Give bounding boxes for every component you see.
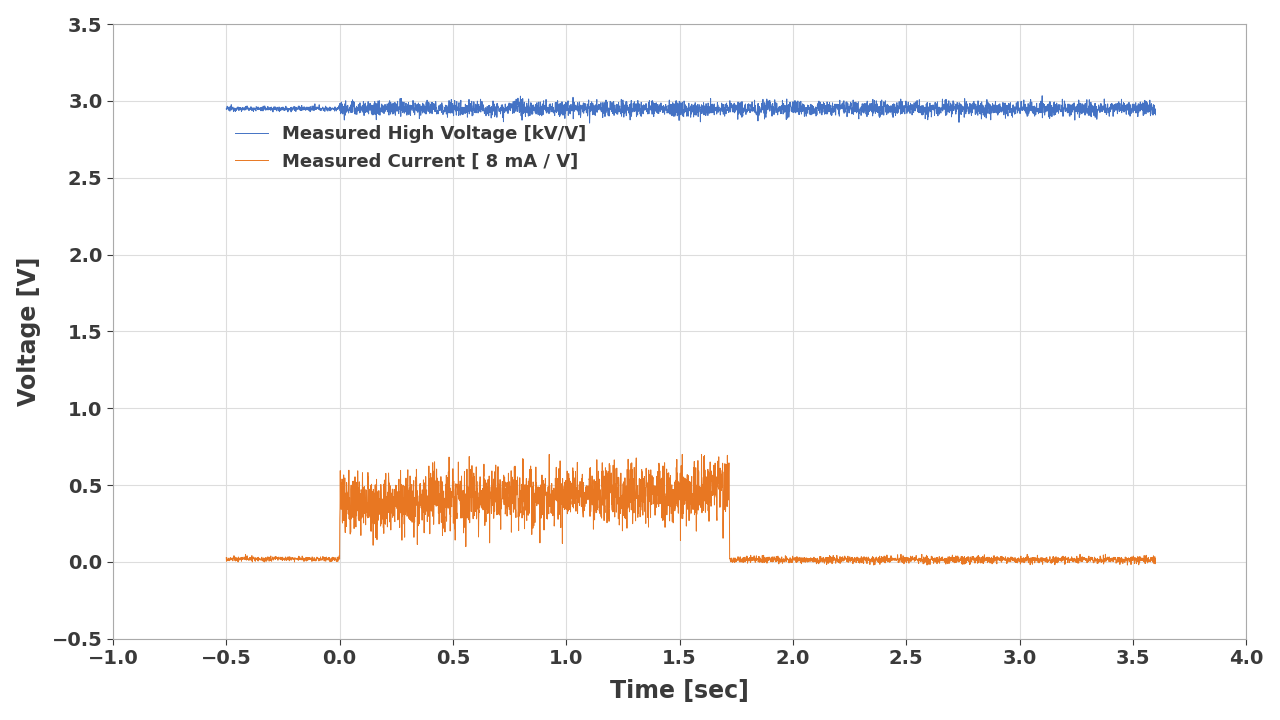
Y-axis label: Voltage [V]: Voltage [V] xyxy=(17,257,41,406)
Measured Current [ 8 mA / V] xyxy=(844,554,859,563)
Measured Current [ 8 mA / V] xyxy=(541,450,557,459)
Measured High Voltage [kV/V] xyxy=(219,104,234,113)
Measured Current [ 8 mA / V] xyxy=(451,495,466,503)
Measured Current [ 8 mA / V] xyxy=(536,499,552,508)
Measured Current [ 8 mA / V] xyxy=(219,554,234,562)
Measured High Voltage [kV/V] xyxy=(1034,91,1050,100)
Measured High Voltage [kV/V] xyxy=(582,119,598,127)
Line: Measured Current [ 8 mA / V]: Measured Current [ 8 mA / V] xyxy=(227,454,1156,565)
Measured Current [ 8 mA / V] xyxy=(867,561,882,570)
Measured High Voltage [kV/V] xyxy=(488,109,503,118)
Line: Measured High Voltage [kV/V]: Measured High Voltage [kV/V] xyxy=(227,96,1156,123)
Measured High Voltage [kV/V] xyxy=(844,98,859,107)
Measured High Voltage [kV/V] xyxy=(536,96,552,105)
Measured High Voltage [kV/V] xyxy=(612,102,627,110)
Measured Current [ 8 mA / V] xyxy=(488,497,503,505)
Measured High Voltage [kV/V] xyxy=(319,104,334,113)
Legend: Measured High Voltage [kV/V], Measured Current [ 8 mA / V]: Measured High Voltage [kV/V], Measured C… xyxy=(236,125,586,171)
Measured High Voltage [kV/V] xyxy=(1148,110,1164,119)
Measured High Voltage [kV/V] xyxy=(451,100,466,109)
Measured Current [ 8 mA / V] xyxy=(1148,556,1164,564)
Measured Current [ 8 mA / V] xyxy=(612,494,627,503)
X-axis label: Time [sec]: Time [sec] xyxy=(611,680,749,703)
Measured Current [ 8 mA / V] xyxy=(319,557,334,565)
